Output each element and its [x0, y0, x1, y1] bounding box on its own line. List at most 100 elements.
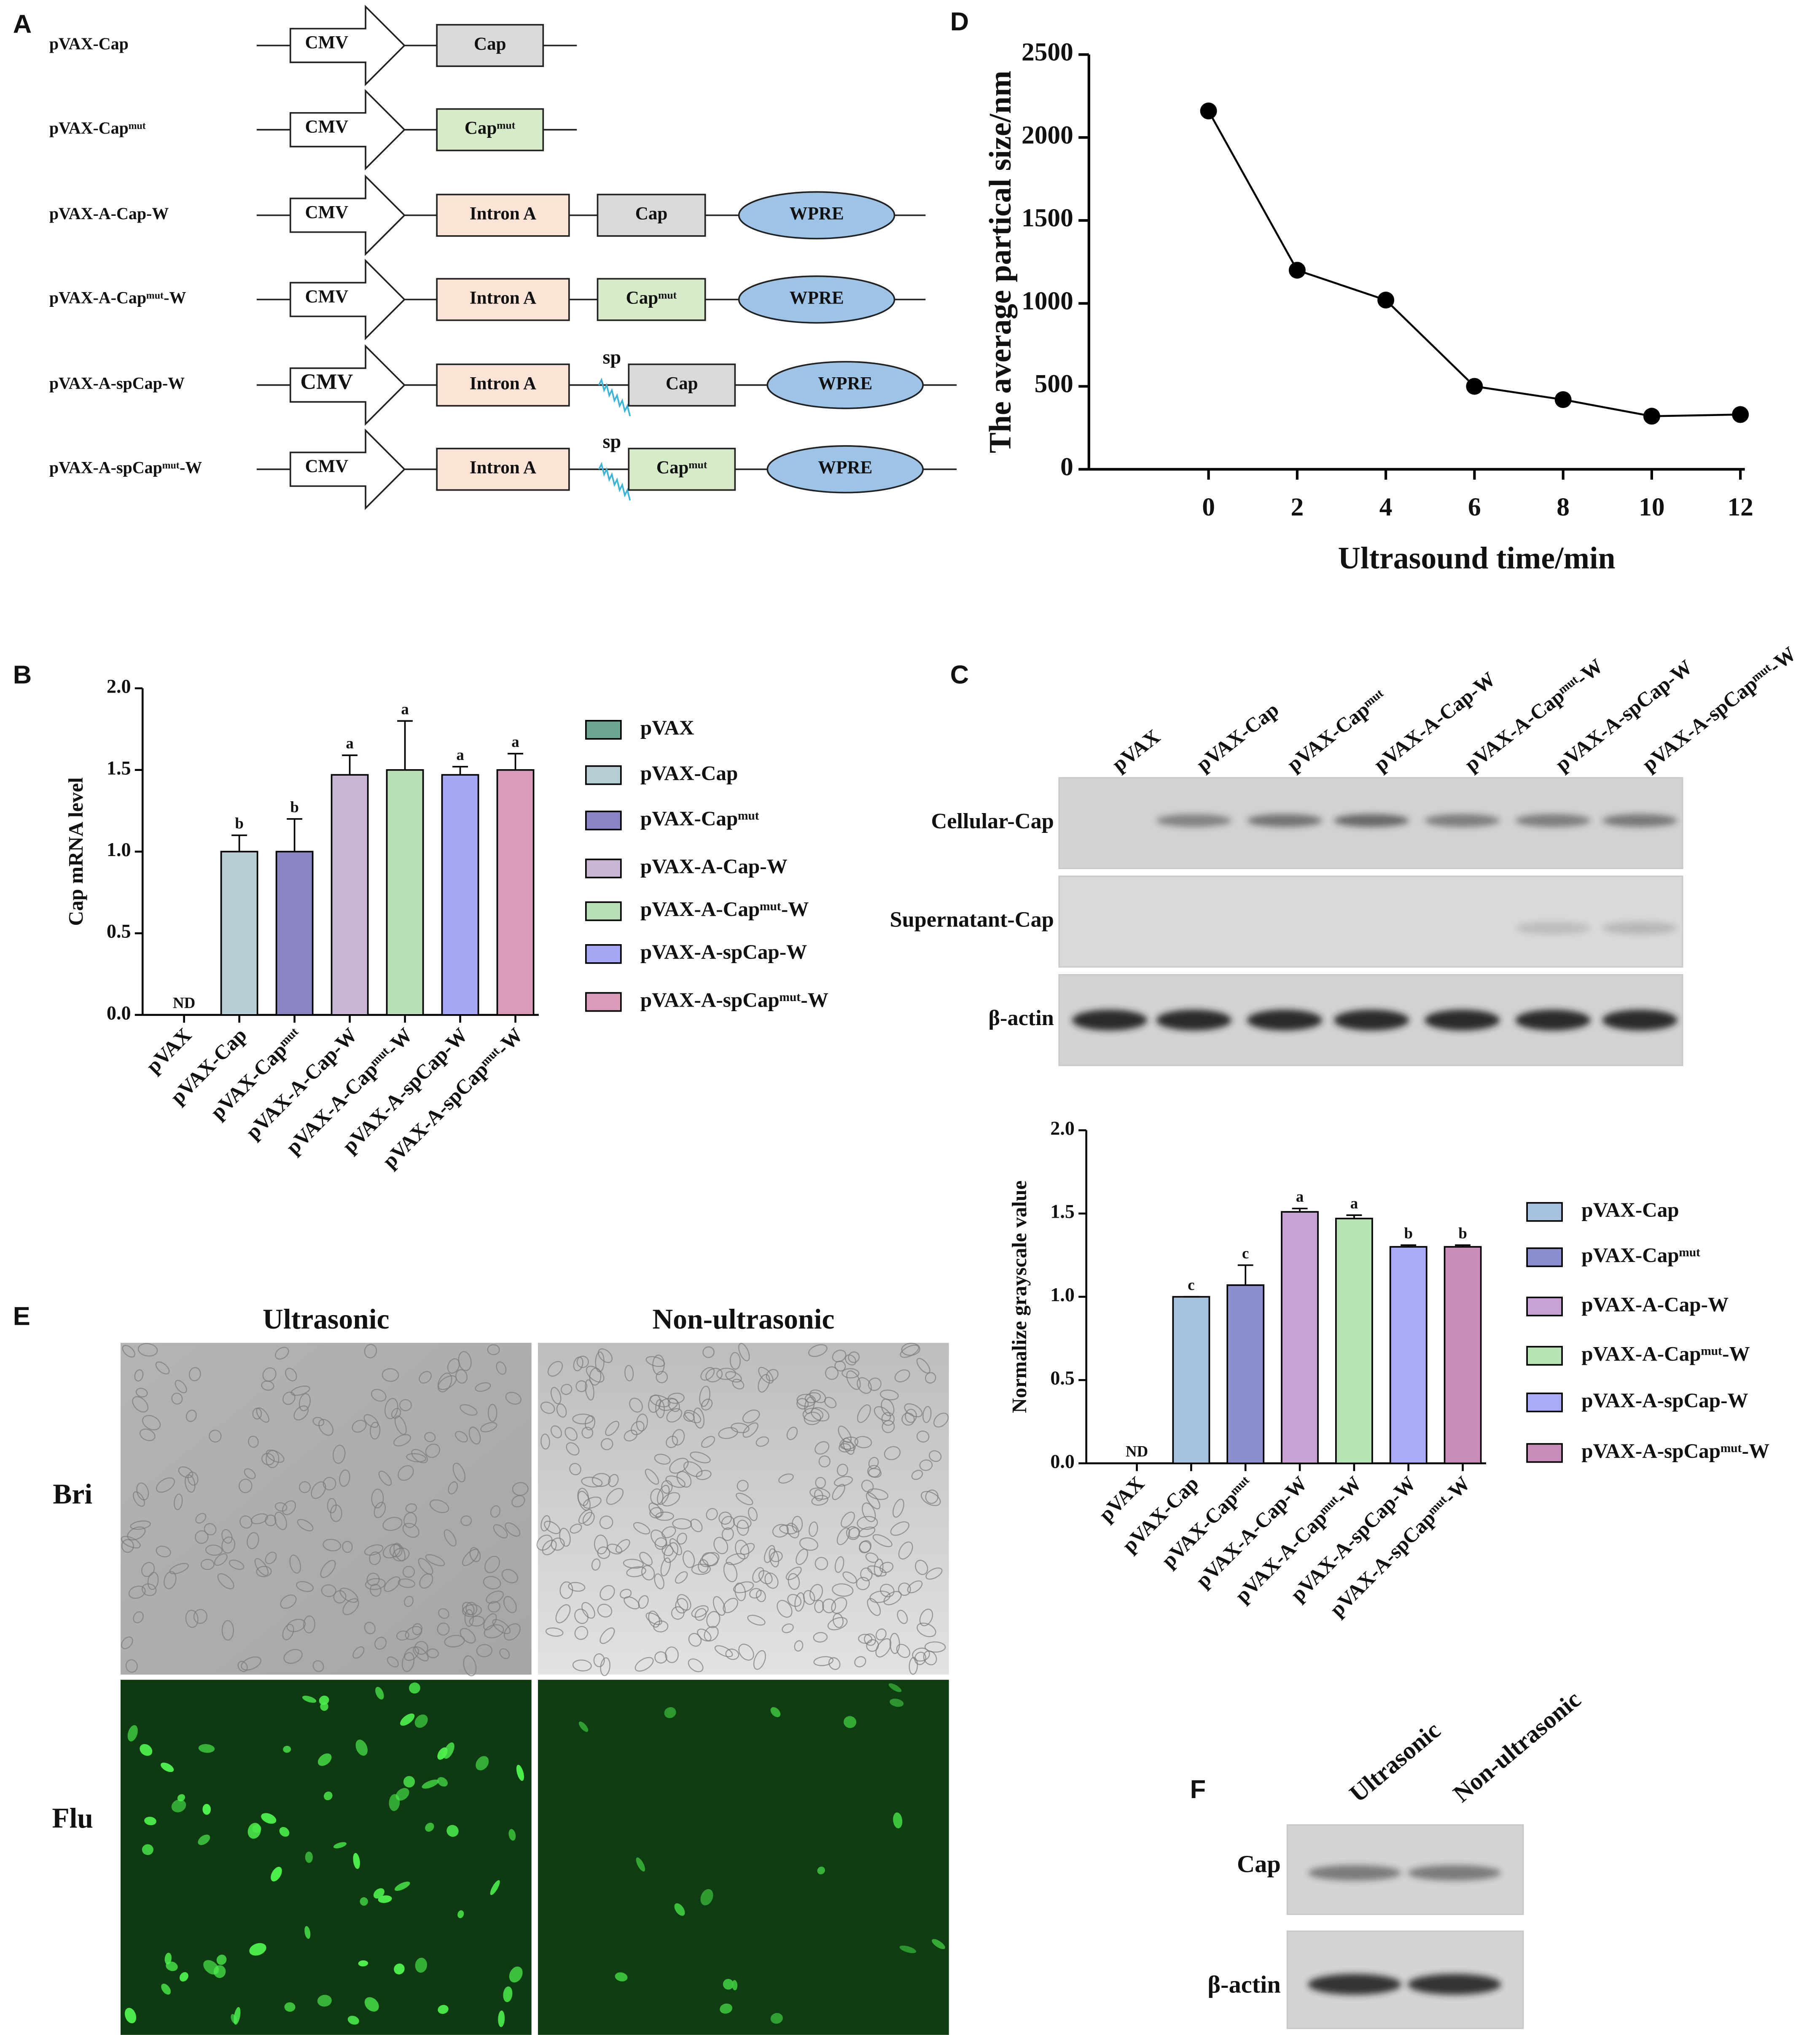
micrograph-column-label: Non-ultrasonic	[652, 1303, 834, 1335]
cell	[371, 1389, 387, 1402]
fluorescent-cell	[373, 1888, 384, 1899]
cell	[594, 1534, 608, 1554]
cell	[599, 1515, 613, 1529]
cell	[794, 1592, 805, 1612]
cell	[429, 1499, 449, 1513]
cell	[916, 1358, 930, 1374]
blot-row-label: β-actin	[1207, 1971, 1281, 1998]
fluorescent-cell	[179, 1972, 188, 1982]
fluorescent-cell	[125, 2008, 137, 2024]
cell	[675, 1571, 688, 1584]
legend-swatch	[585, 811, 622, 831]
element-label: Intron A	[470, 204, 536, 224]
cell	[265, 1552, 277, 1565]
cell	[597, 1348, 613, 1363]
blot-band	[1308, 1974, 1401, 1995]
promoter-arrow	[289, 89, 406, 171]
fluorescent-cell	[355, 1740, 368, 1756]
cell	[384, 1398, 398, 1419]
cell	[693, 1407, 705, 1429]
cell	[298, 1393, 311, 1412]
cell	[772, 1524, 789, 1538]
legend-label: pVAX-A-Capᵐᵘᵗ-W	[640, 897, 809, 921]
cell	[875, 1628, 887, 1640]
cell	[846, 1526, 860, 1540]
cell	[651, 1529, 667, 1547]
blot-band	[1602, 1009, 1678, 1031]
significance-label: c	[1188, 1276, 1194, 1293]
cell	[311, 1481, 326, 1499]
gene-element	[436, 278, 570, 321]
cell	[734, 1582, 746, 1601]
cell	[425, 1554, 445, 1566]
panel-label: A	[13, 10, 32, 39]
cell	[321, 1584, 336, 1597]
cell	[729, 1352, 741, 1370]
cell	[133, 1611, 144, 1624]
cell	[665, 1646, 679, 1663]
cell	[650, 1395, 671, 1407]
gene-element	[628, 363, 736, 407]
fluorescent-cell	[893, 1812, 903, 1828]
cell	[566, 1442, 580, 1456]
cell	[764, 1545, 775, 1563]
legend-label: pVAX-A-Capᵐᵘᵗ-W	[1581, 1342, 1750, 1365]
element-label: CMV	[305, 117, 348, 137]
element-label: sp	[603, 346, 621, 368]
y-axis-label: Cap mRNA level	[64, 777, 87, 926]
fluorescent-cell	[271, 1866, 282, 1882]
cell	[845, 1354, 857, 1366]
cell	[475, 1382, 491, 1392]
cell	[608, 1474, 619, 1487]
cell	[484, 1624, 504, 1639]
element-label: WPRE	[790, 288, 844, 308]
fluorescent-cell	[438, 2005, 449, 2014]
cell	[205, 1544, 223, 1556]
fluorescent-cell	[198, 1744, 215, 1753]
western-blot: pVAX pVAX-CappVAX-CapᵐᵘᵗpVAX-A-Cap-WpVAX-…	[890, 642, 1800, 1066]
cell	[753, 1650, 766, 1670]
cell	[881, 1399, 895, 1417]
cell	[505, 1391, 522, 1405]
fluorescent-cell	[899, 1945, 917, 1953]
cell	[581, 1426, 594, 1439]
y-tick-label: 1.5	[107, 757, 131, 779]
fluorescent-cell	[364, 1997, 379, 2012]
blot-band	[1515, 814, 1591, 827]
cell	[684, 1409, 702, 1423]
cell	[901, 1342, 920, 1356]
cell	[221, 1529, 233, 1544]
cell	[195, 1530, 209, 1544]
cell	[261, 1380, 274, 1391]
blot-band	[1156, 1009, 1232, 1031]
cell	[352, 1646, 365, 1659]
significance-label: a	[511, 733, 519, 750]
cell	[370, 1584, 382, 1597]
cell	[861, 1479, 874, 1493]
cell	[155, 1361, 170, 1375]
brightfield-image	[538, 1342, 949, 1675]
x-tick-label: 12	[1727, 493, 1753, 521]
cell	[869, 1590, 891, 1603]
bar	[1281, 1211, 1319, 1464]
cell	[626, 1566, 646, 1577]
cell	[550, 1425, 562, 1439]
cell	[364, 1344, 377, 1358]
cell	[904, 1403, 923, 1418]
cell	[791, 1516, 803, 1533]
cell	[156, 1477, 175, 1493]
cell	[366, 1573, 380, 1586]
cell	[551, 1537, 565, 1551]
element-label: CMV	[305, 287, 348, 306]
cell	[813, 1632, 828, 1643]
fluorescent-cell	[304, 1926, 311, 1939]
cell	[683, 1461, 703, 1477]
blot-band	[1515, 1009, 1591, 1031]
gene-element	[436, 363, 570, 407]
cell	[834, 1361, 846, 1372]
bar	[1172, 1296, 1210, 1464]
cell	[217, 1573, 234, 1589]
cell	[721, 1527, 734, 1541]
cell	[836, 1463, 848, 1477]
cell	[274, 1502, 288, 1512]
